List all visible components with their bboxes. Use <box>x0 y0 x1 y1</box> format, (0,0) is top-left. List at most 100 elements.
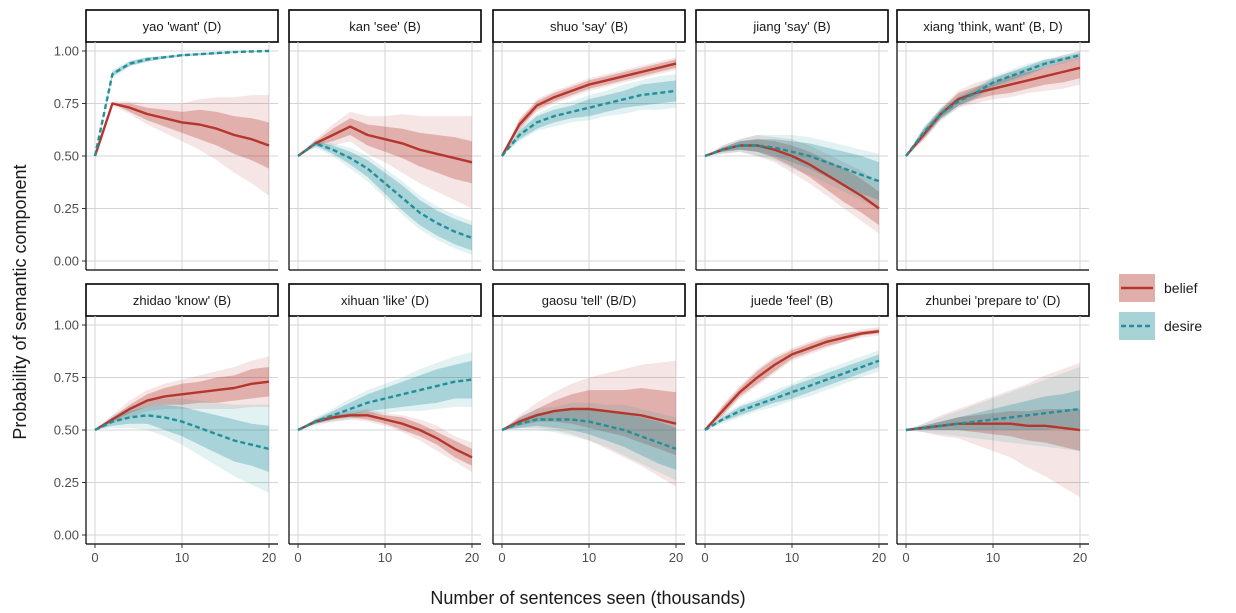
y-tick-label: 0.75 <box>54 96 79 111</box>
facet-title: jiang 'say' (B) <box>752 19 830 34</box>
legend-label-belief: belief <box>1164 280 1198 296</box>
belief-inner-ribbon <box>298 118 472 184</box>
belief-line <box>905 422 1081 432</box>
x-tick-label: 0 <box>294 550 301 565</box>
facet-panel: juede 'feel' (B) 0 10 20 <box>695 283 889 565</box>
desire-inner-ribbon <box>95 404 269 472</box>
belief-line <box>704 330 880 431</box>
desire-inner-ribbon <box>298 141 472 251</box>
desire-outer-ribbon <box>95 398 269 493</box>
x-tick-label: 0 <box>902 550 909 565</box>
y-tick-label: 1.00 <box>54 318 79 333</box>
desire-line <box>704 144 880 183</box>
belief-inner-ribbon <box>95 103 269 169</box>
belief-line <box>297 414 473 459</box>
belief-line <box>500 62 677 157</box>
y-tick-label: 1.00 <box>54 44 79 59</box>
facet-title: gaosu 'tell' (B/D) <box>542 293 637 308</box>
y-tick-label: 0.50 <box>54 423 79 438</box>
y-tick-label: 0.00 <box>54 254 79 269</box>
desire-line <box>501 418 677 451</box>
x-tick-label: 20 <box>669 550 683 565</box>
belief-line <box>905 66 1081 157</box>
desire-line <box>93 49 270 157</box>
facet-strip <box>492 283 686 317</box>
y-tick-label: 0.00 <box>54 528 79 543</box>
facet-panel: yao 'want' (D) 0.00 0.25 0.50 0.75 1.00 <box>54 9 279 271</box>
x-tick-label: 0 <box>701 550 708 565</box>
desire-outer-ribbon <box>502 402 676 481</box>
desire-line <box>297 378 473 432</box>
facet-strip <box>288 9 482 43</box>
desire-line <box>905 54 1081 157</box>
y-axis-title: Probability of semantic component <box>10 164 30 439</box>
desire-outer-ribbon <box>298 139 472 255</box>
desire-inner-ribbon <box>298 360 472 430</box>
desire-outer-ribbon <box>502 74 676 156</box>
desire-line <box>704 359 880 432</box>
facet-title: yao 'want' (D) <box>143 19 222 34</box>
belief-inner-ribbon <box>906 57 1080 156</box>
belief-outer-ribbon <box>906 362 1080 498</box>
facet-panel: shuo 'say' (B) <box>492 9 686 271</box>
desire-outer-ribbon <box>705 350 879 430</box>
y-tick-label: 0.50 <box>54 149 79 164</box>
x-axis-title: Number of sentences seen (thousands) <box>430 588 745 608</box>
desire-inner-ribbon <box>705 139 879 201</box>
facet-panels: yao 'want' (D) 0.00 0.25 0.50 0.75 1.00 kan 's… <box>54 9 1090 565</box>
belief-outer-ribbon <box>502 360 676 487</box>
desire-line <box>94 414 270 451</box>
belief-line <box>501 407 677 432</box>
belief-outer-ribbon <box>705 327 879 430</box>
facet-panel: gaosu 'tell' (B/D) 0 10 20 <box>492 283 686 565</box>
desire-inner-ribbon <box>502 80 676 156</box>
facet-title: zhidao 'know' (B) <box>133 293 231 308</box>
belief-line <box>93 102 270 157</box>
y-tick-label: 0.75 <box>54 370 79 385</box>
facet-panel: xiang 'think, want' (B, D) <box>896 9 1090 271</box>
legend: belief desire <box>1119 274 1202 340</box>
legend-label-desire: desire <box>1164 318 1202 334</box>
belief-outer-ribbon <box>298 111 472 209</box>
facet-title: kan 'see' (B) <box>349 19 420 34</box>
belief-line <box>297 125 473 164</box>
facet-title: shuo 'say' (B) <box>550 19 628 34</box>
desire-outer-ribbon <box>298 352 472 430</box>
x-tick-label: 20 <box>262 550 276 565</box>
facet-strip <box>288 283 482 317</box>
belief-inner-ribbon <box>95 367 269 430</box>
belief-outer-ribbon <box>95 95 269 196</box>
x-tick-label: 20 <box>1073 550 1087 565</box>
facet-strip <box>896 9 1090 43</box>
desire-inner-ribbon <box>906 390 1080 430</box>
belief-outer-ribbon <box>298 409 472 472</box>
belief-line <box>94 380 270 432</box>
belief-outer-ribbon <box>705 135 879 234</box>
desire-inner-ribbon <box>705 354 879 430</box>
facet-panel: xihuan 'like' (D) 0 10 20 <box>288 283 482 565</box>
belief-line <box>704 144 880 210</box>
x-tick-label: 0 <box>498 550 505 565</box>
desire-line <box>297 142 473 240</box>
desire-line <box>905 407 1081 432</box>
desire-outer-ribbon <box>906 51 1080 156</box>
desire-line <box>501 89 677 157</box>
y-tick-label: 0.25 <box>54 201 79 216</box>
facet-panel: jiang 'say' (B) <box>695 9 889 271</box>
belief-inner-ribbon <box>906 409 1080 451</box>
facet-strip <box>85 9 279 43</box>
x-tick-label: 0 <box>91 550 98 565</box>
desire-outer-ribbon <box>906 367 1080 451</box>
legend-item-belief: belief <box>1119 274 1198 302</box>
facet-panel: kan 'see' (B) <box>288 9 482 271</box>
x-tick-label: 10 <box>582 550 596 565</box>
facet-title: xihuan 'like' (D) <box>341 293 429 308</box>
x-tick-label: 10 <box>378 550 392 565</box>
x-tick-label: 10 <box>986 550 1000 565</box>
facet-panel: zhunbei 'prepare to' (D) 0 10 20 <box>896 283 1090 565</box>
y-tick-label: 0.25 <box>54 475 79 490</box>
belief-inner-ribbon <box>502 59 676 156</box>
desire-outer-ribbon <box>705 135 879 209</box>
legend-item-desire: desire <box>1119 312 1202 340</box>
